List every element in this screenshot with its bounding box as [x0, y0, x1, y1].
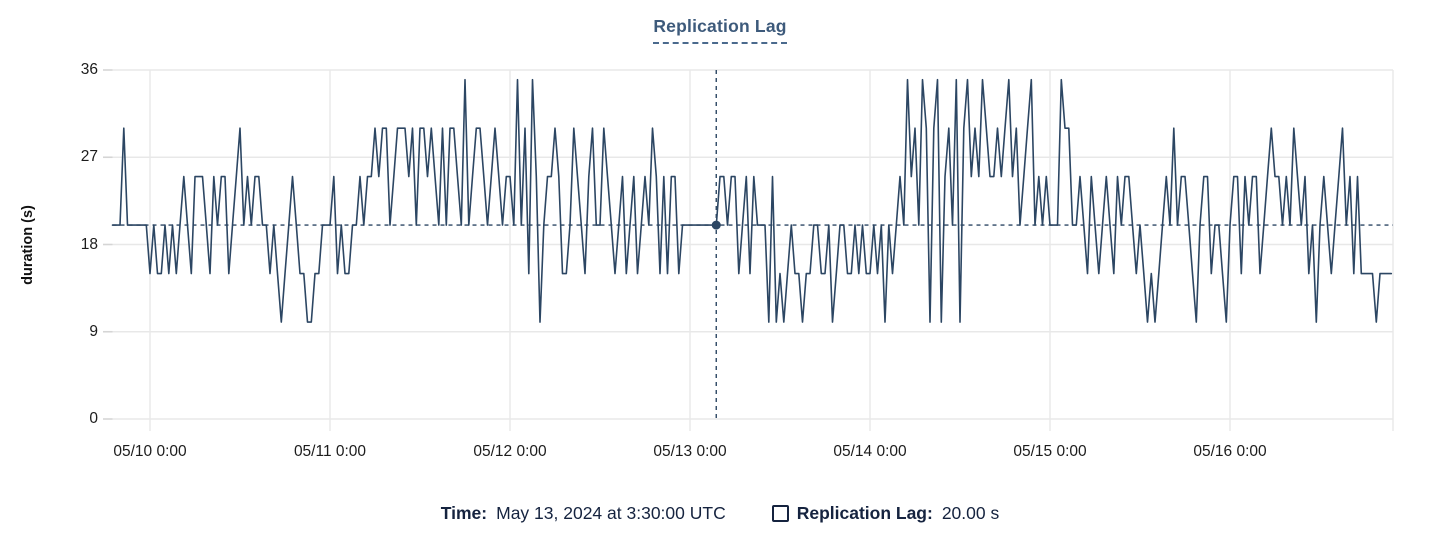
- x-tick-label: 05/16 0:00: [1193, 443, 1267, 460]
- x-tick-label: 05/10 0:00: [113, 443, 187, 460]
- x-tick-label: 05/12 0:00: [473, 443, 547, 460]
- y-tick-label: 27: [80, 148, 98, 166]
- x-tick-label: 05/11 0:00: [293, 443, 367, 460]
- legend-item-replication-lag[interactable]: Replication Lag: 20.00 s: [771, 503, 1000, 524]
- x-tick-label: 05/15 0:00: [1013, 443, 1087, 460]
- hover-time-value: May 13, 2024 at 3:30:00 UTC: [496, 503, 726, 523]
- x-tick-label: 05/14 0:00: [833, 443, 907, 460]
- series-swatch-icon: [771, 505, 789, 522]
- x-tick-label: 05/13 0:00: [653, 443, 727, 460]
- crosshair-point: [711, 220, 721, 230]
- series-line-replication-lag: [111, 78, 1393, 323]
- y-tick-label: 18: [80, 235, 98, 253]
- y-tick-label: 36: [80, 61, 98, 78]
- chart-header: Replication Lag: [0, 16, 1440, 44]
- hover-time-label: Time:: [440, 503, 488, 523]
- chart-title[interactable]: Replication Lag: [653, 16, 787, 44]
- y-tick-label: 9: [89, 322, 98, 340]
- hover-time-group: Time: May 13, 2024 at 3:30:00 UTC: [441, 503, 726, 524]
- hover-readout-bar: Time: May 13, 2024 at 3:30:00 UTC Replic…: [0, 503, 1440, 524]
- y-tick-label: 0: [89, 410, 98, 427]
- series-hover-value: 20.00 s: [941, 503, 1000, 523]
- series-label: Replication Lag:: [796, 503, 933, 523]
